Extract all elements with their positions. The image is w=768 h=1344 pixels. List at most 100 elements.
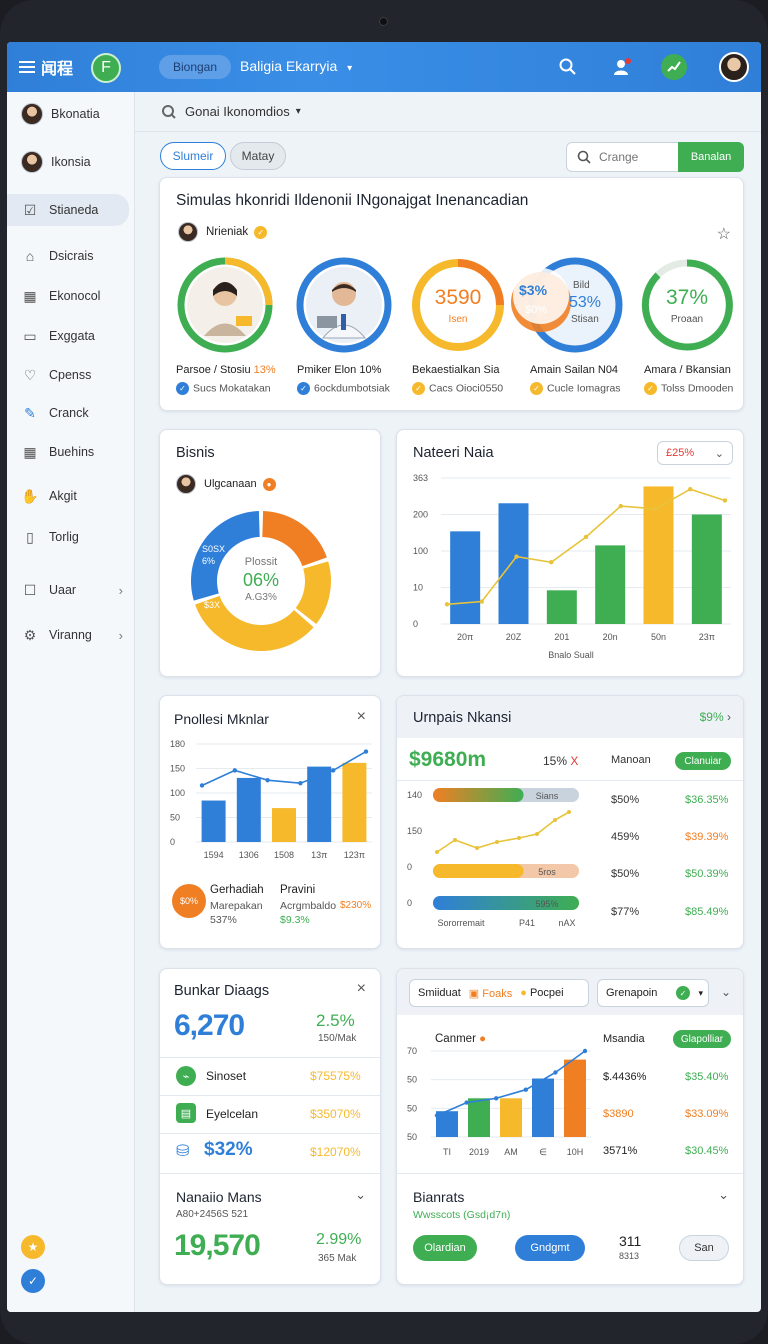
image-icon: ☐ xyxy=(23,581,37,598)
bar-1[interactable] xyxy=(468,1098,490,1137)
bar-4[interactable] xyxy=(564,1059,586,1137)
donut-slice-3[interactable] xyxy=(191,511,260,601)
grenapoin-select[interactable]: Grenapoin ✓ ▾ xyxy=(597,979,709,1007)
progress-label: 595% xyxy=(535,899,558,909)
olardian-button[interactable]: Olardian xyxy=(413,1235,477,1261)
bar-2[interactable] xyxy=(500,1098,522,1137)
chart-title: Canmer ● xyxy=(435,1033,487,1045)
trend-point-3 xyxy=(298,781,303,786)
column-header: Manoan xyxy=(611,754,651,766)
check-icon: ✓ xyxy=(676,986,690,1000)
menu-icon[interactable] xyxy=(19,61,35,73)
y-tick-label: 50 xyxy=(407,1075,417,1085)
tab-pocpei[interactable]: ● Pocpei xyxy=(520,987,564,999)
sidebar-item-uaar[interactable]: ☐ Uaar › xyxy=(7,574,135,606)
user-avatar[interactable] xyxy=(719,52,749,82)
progress-fill-2[interactable] xyxy=(433,896,579,910)
bar-4[interactable] xyxy=(643,486,674,624)
san-button[interactable]: San xyxy=(679,1235,729,1261)
sidebar-item-buehins[interactable]: ▦ Buehins xyxy=(7,436,135,468)
simulat-bar-chart[interactable]: 70 50 50 50 TI 2019 AM ∈ 10H xyxy=(397,1035,597,1163)
bar-1[interactable] xyxy=(236,777,261,842)
avatar xyxy=(176,474,196,494)
sidebar-item-stianeda[interactable]: ☑ Stianeda xyxy=(7,194,129,226)
bar-0[interactable] xyxy=(436,1111,458,1137)
close-icon[interactable]: × xyxy=(356,980,366,997)
page-title-dropdown[interactable]: Baligia Ekarryia ▾ xyxy=(240,58,352,74)
row-val: $50.39% xyxy=(685,868,729,880)
row-pct: $50% xyxy=(611,794,640,806)
sidebar-item-label: Stianeda xyxy=(49,203,99,217)
tab-matay[interactable]: Matay xyxy=(230,142,286,170)
activity-icon[interactable] xyxy=(661,54,687,80)
profile-ring-1[interactable] xyxy=(176,256,274,354)
author-name: Nrieniak xyxy=(206,226,249,238)
search-icon[interactable] xyxy=(555,54,581,80)
sidebar-item-viranng[interactable]: ⚙ Viranng › xyxy=(7,619,135,651)
sidebar-item-cpenss[interactable]: ♡ Cpenss xyxy=(7,359,135,391)
sidebar-item-ekonocol[interactable]: ▦ Ekonocol xyxy=(7,280,135,312)
profile-ring-3[interactable]: 3590 Isen xyxy=(409,256,507,354)
tab-foaks[interactable]: ▣ Foaks xyxy=(468,987,513,1000)
sidebar-item-label: Cranck xyxy=(49,406,89,420)
bisnis-donut-chart[interactable] xyxy=(186,506,336,656)
chevron-right-icon: › xyxy=(118,627,123,643)
bar-3[interactable] xyxy=(595,545,626,624)
sidebar-item-akgit[interactable]: ✋ Akgit xyxy=(7,480,135,512)
umpais-progress-chart[interactable]: 140 150 0 0 Sians 5ros 595% Sororremait P41 nAX xyxy=(397,782,744,942)
progress-fill-1[interactable] xyxy=(433,864,524,878)
select-value: Grenapoin xyxy=(606,987,658,999)
bar-0[interactable] xyxy=(201,800,226,842)
sidebar-user-1[interactable]: Bkonatia xyxy=(7,98,135,130)
user-notification-icon[interactable] xyxy=(609,54,635,80)
sidebar-user-2[interactable]: Ikonsia xyxy=(7,146,135,178)
tab-slumeir[interactable]: Slumeir xyxy=(160,142,226,170)
sidebar-item-torlig[interactable]: ▯ Torlig xyxy=(7,521,135,553)
check-icon[interactable]: ✓ xyxy=(21,1269,45,1293)
header-badge[interactable]: $9% › xyxy=(699,710,731,724)
badge-icon: ● xyxy=(262,477,276,491)
star-icon[interactable]: ★ xyxy=(21,1235,45,1259)
profile-ring-2[interactable] xyxy=(295,256,393,354)
period-select[interactable]: £25% ⌄ xyxy=(657,441,733,465)
profile-ring-5[interactable]: 37% Proaan xyxy=(638,256,736,354)
donut-slice-1[interactable] xyxy=(295,561,331,624)
chevron-down-icon[interactable]: ⌄ xyxy=(720,985,731,999)
bar-5[interactable] xyxy=(691,514,722,625)
bar-0[interactable] xyxy=(450,531,481,624)
bar-3[interactable] xyxy=(532,1078,554,1137)
tab-smiiduat[interactable]: Smiiduat xyxy=(418,987,461,999)
bar-1[interactable] xyxy=(498,503,529,624)
donut-slice-0[interactable] xyxy=(262,511,327,567)
sidebar-item-exggata[interactable]: ▭ Exggata xyxy=(7,320,135,352)
pnolles-bar-chart[interactable]: 180 150 100 50 0 1594 1306 1508 13π 123π xyxy=(160,734,381,864)
trend-line xyxy=(201,750,367,787)
search-button[interactable]: Banalan xyxy=(678,142,744,172)
close-icon[interactable]: × xyxy=(356,708,366,725)
clanuiar-button[interactable]: Clanuiar xyxy=(675,752,731,770)
chevron-down-icon[interactable]: ⌄ xyxy=(718,1187,729,1202)
gndgmt-button[interactable]: Gndgmt xyxy=(515,1235,585,1261)
bar-3[interactable] xyxy=(307,766,332,842)
x-tick-label: 2019 xyxy=(469,1147,489,1157)
donut-slice-2[interactable] xyxy=(195,595,314,651)
glapolliar-tag[interactable]: Glapolliar xyxy=(673,1030,731,1048)
chevron-down-icon[interactable]: ⌄ xyxy=(355,1187,366,1202)
profile-3-sub: ✓ Cacs Oioci0550 xyxy=(412,382,503,395)
sub-header[interactable]: Gonai Ikonomdios ▾ xyxy=(135,92,761,132)
workspace-pill[interactable]: Biongan xyxy=(159,55,231,79)
brand[interactable]: 闻程 xyxy=(7,42,135,92)
profile-ring-4[interactable]: $3% $0% Bild 53% Stisan xyxy=(505,256,625,356)
donut-label-b: $3X xyxy=(204,600,221,610)
bar-2[interactable] xyxy=(272,808,296,842)
progress-fill-0[interactable] xyxy=(433,788,524,802)
card-header xyxy=(397,696,743,738)
sidebar-item-dsicrais[interactable]: ⌂ Dsicrais xyxy=(7,240,135,272)
gear-icon: ⚙ xyxy=(23,626,37,643)
search-input[interactable] xyxy=(599,150,683,164)
star-outline-icon[interactable]: ☆ xyxy=(716,226,731,243)
sidebar-item-cranck[interactable]: ✎ Cranck xyxy=(7,397,135,429)
bar-4[interactable] xyxy=(342,762,367,842)
bar-2[interactable] xyxy=(546,590,577,624)
